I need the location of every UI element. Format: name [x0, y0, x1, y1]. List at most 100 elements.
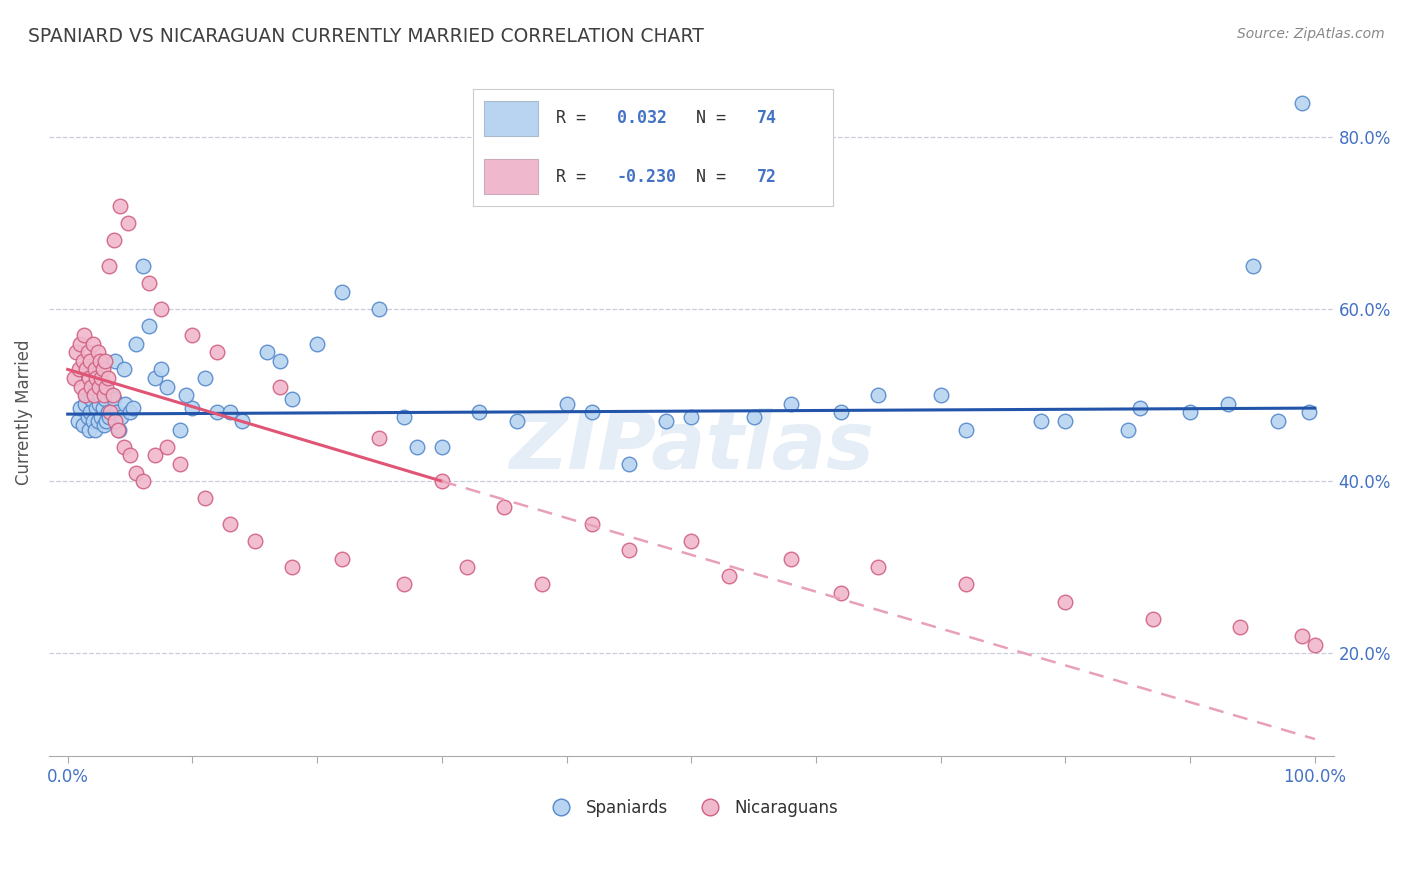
Point — [169, 423, 191, 437]
Point — [80, 379, 103, 393]
Point — [89, 388, 111, 402]
Point — [86, 345, 108, 359]
Point — [72, 418, 94, 433]
Point — [131, 474, 153, 488]
Point — [114, 397, 136, 411]
Point — [143, 449, 166, 463]
Point — [169, 457, 191, 471]
Point — [98, 405, 121, 419]
Point — [181, 328, 204, 343]
Point — [87, 397, 110, 411]
Point — [207, 405, 229, 419]
Point — [368, 431, 391, 445]
Point — [530, 577, 553, 591]
Point — [84, 423, 107, 437]
Point — [929, 388, 952, 402]
Point — [505, 414, 527, 428]
Point — [1303, 638, 1326, 652]
Point — [87, 379, 110, 393]
Point — [104, 414, 127, 428]
Point — [150, 302, 173, 317]
Point — [69, 336, 91, 351]
Point — [494, 500, 516, 514]
Point — [868, 560, 890, 574]
Point — [307, 336, 329, 351]
Point — [117, 216, 139, 230]
Point — [112, 362, 135, 376]
Point — [76, 345, 98, 359]
Point — [75, 362, 97, 376]
Point — [256, 345, 278, 359]
Point — [394, 409, 416, 424]
Point — [780, 551, 803, 566]
Point — [86, 371, 108, 385]
Text: SPANIARD VS NICARAGUAN CURRENTLY MARRIED CORRELATION CHART: SPANIARD VS NICARAGUAN CURRENTLY MARRIED… — [28, 27, 704, 45]
Point — [1241, 259, 1264, 273]
Point — [681, 534, 703, 549]
Point — [617, 457, 640, 471]
Point — [125, 336, 148, 351]
Point — [69, 401, 91, 416]
Point — [97, 405, 120, 419]
Point — [125, 466, 148, 480]
Point — [430, 474, 453, 488]
Point — [86, 414, 108, 428]
Point — [269, 353, 291, 368]
Point — [94, 392, 117, 407]
Point — [91, 362, 114, 376]
Point — [1291, 629, 1313, 643]
Point — [72, 353, 94, 368]
Point — [83, 388, 105, 402]
Point — [742, 409, 765, 424]
Point — [82, 414, 104, 428]
Point — [97, 409, 120, 424]
Point — [118, 449, 141, 463]
Point — [82, 336, 104, 351]
Point — [90, 371, 112, 385]
Point — [955, 423, 977, 437]
Point — [156, 440, 179, 454]
Point — [80, 392, 103, 407]
Point — [269, 379, 291, 393]
Point — [93, 388, 115, 402]
Point — [1054, 414, 1077, 428]
Point — [868, 388, 890, 402]
Point — [63, 371, 86, 385]
Point — [150, 362, 173, 376]
Point — [231, 414, 253, 428]
Point — [77, 371, 100, 385]
Point — [65, 345, 87, 359]
Point — [75, 397, 97, 411]
Point — [394, 577, 416, 591]
Text: Source: ZipAtlas.com: Source: ZipAtlas.com — [1237, 27, 1385, 41]
Point — [218, 517, 240, 532]
Point — [97, 371, 120, 385]
Point — [138, 277, 160, 291]
Point — [73, 328, 96, 343]
Point — [70, 379, 93, 393]
Point — [103, 392, 125, 407]
Y-axis label: Currently Married: Currently Married — [15, 340, 32, 485]
Point — [281, 392, 304, 407]
Point — [581, 405, 603, 419]
Point — [207, 345, 229, 359]
Point — [1180, 405, 1202, 419]
Point — [281, 560, 304, 574]
Point — [105, 405, 128, 419]
Point — [86, 401, 108, 416]
Point — [100, 388, 122, 402]
Point — [156, 379, 179, 393]
Point — [107, 423, 129, 437]
Point — [181, 401, 204, 416]
Point — [131, 259, 153, 273]
Point — [406, 440, 429, 454]
Point — [1142, 612, 1164, 626]
Point — [218, 405, 240, 419]
Point — [77, 423, 100, 437]
Point — [121, 401, 143, 416]
Point — [75, 388, 97, 402]
Point — [79, 405, 101, 419]
Point — [110, 409, 132, 424]
Point — [112, 440, 135, 454]
Point — [94, 353, 117, 368]
